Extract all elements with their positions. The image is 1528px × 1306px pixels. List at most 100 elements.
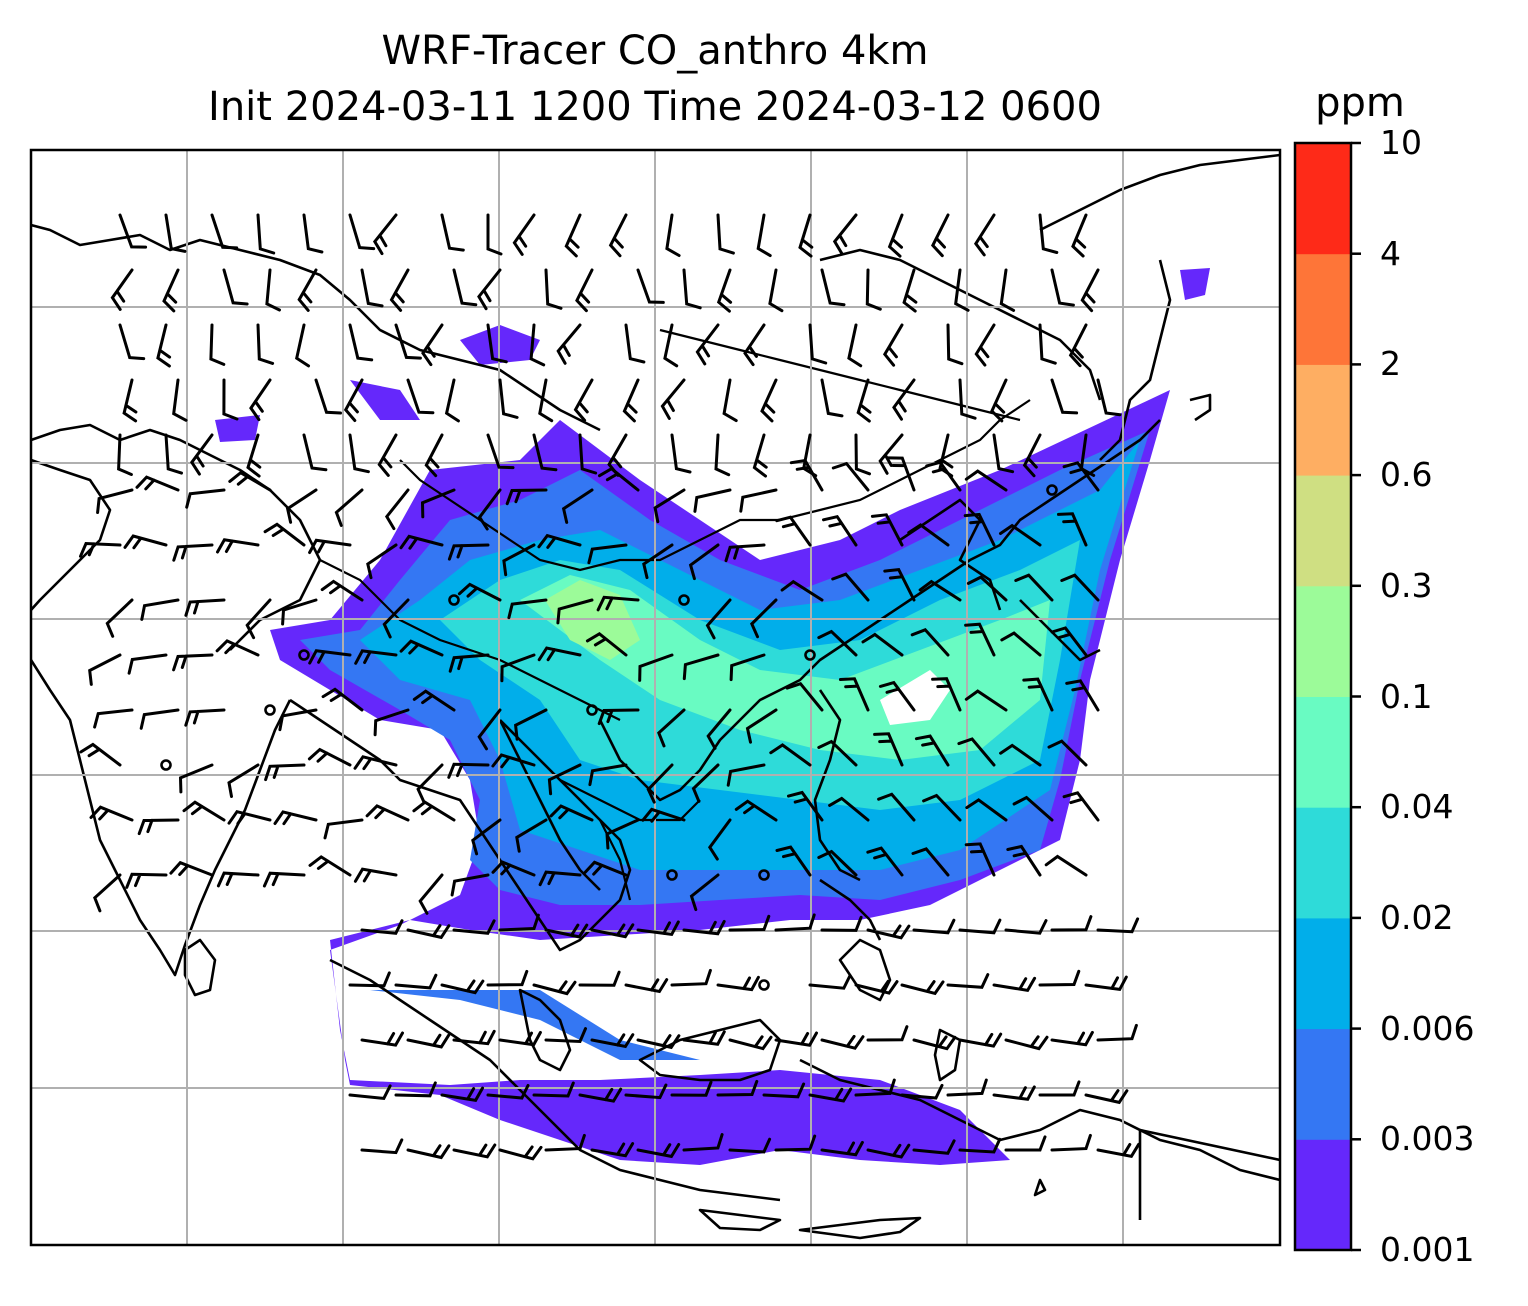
wind-barb bbox=[912, 1035, 957, 1051]
wind-barb bbox=[1096, 917, 1140, 934]
colorbar-segment bbox=[1295, 1139, 1351, 1251]
colorbar-segment bbox=[1295, 253, 1351, 365]
wind-barb bbox=[963, 512, 996, 547]
wind-barb bbox=[1038, 213, 1059, 254]
wind-barb bbox=[89, 805, 134, 822]
colorbar-segment bbox=[1295, 807, 1351, 919]
wind-barb bbox=[775, 515, 812, 547]
wind-barb bbox=[334, 488, 364, 527]
wind-barb bbox=[377, 433, 398, 477]
wind-barb bbox=[394, 1081, 437, 1098]
wind-barb bbox=[544, 1133, 586, 1152]
wind-barb bbox=[1038, 969, 1081, 987]
wind-barb bbox=[729, 653, 766, 682]
coastlines-layer bbox=[31, 153, 1280, 1240]
map-title-line2: Init 2024-03-11 1200 Time 2024-03-12 060… bbox=[208, 84, 1102, 130]
gridlines-layer bbox=[31, 150, 1280, 1245]
wind-barb bbox=[820, 915, 863, 932]
wind-barb bbox=[343, 378, 364, 422]
wind-barb bbox=[544, 268, 563, 310]
wind-barb bbox=[865, 268, 882, 311]
wind-barb bbox=[353, 867, 398, 883]
wind-barb bbox=[96, 488, 134, 514]
wind-barb bbox=[922, 793, 962, 822]
wind-barb bbox=[265, 268, 281, 312]
wind-barb bbox=[263, 522, 306, 547]
wind-barb bbox=[785, 681, 824, 712]
wind-barb bbox=[866, 1025, 909, 1042]
wind-barb bbox=[762, 1082, 806, 1099]
wind-barb bbox=[665, 213, 681, 257]
wind-barb bbox=[406, 1033, 451, 1049]
wind-barb bbox=[209, 323, 226, 366]
wind-barb bbox=[646, 763, 674, 804]
wind-barb bbox=[172, 378, 188, 422]
wind-barb bbox=[714, 433, 731, 477]
wind-barb bbox=[382, 598, 410, 639]
wind-barb bbox=[822, 515, 858, 547]
wind-barb bbox=[245, 598, 272, 640]
wind-barb bbox=[1050, 268, 1075, 307]
wind-barb bbox=[622, 378, 640, 423]
wind-barb bbox=[596, 595, 640, 612]
wind-barb bbox=[1022, 677, 1054, 712]
wind-barb bbox=[1050, 1133, 1092, 1152]
wind-barb bbox=[556, 598, 594, 625]
wind-barb bbox=[999, 523, 1042, 547]
wind-barb bbox=[1068, 323, 1088, 368]
wind-barb bbox=[817, 739, 858, 767]
wind-barb bbox=[491, 860, 536, 877]
wind-barb bbox=[498, 913, 540, 932]
wind-barb bbox=[420, 488, 456, 519]
wind-barb bbox=[498, 1145, 543, 1161]
wind-barb bbox=[348, 971, 391, 988]
wind-barb bbox=[1050, 378, 1079, 415]
wind-barb bbox=[228, 470, 272, 492]
wind-barb bbox=[854, 433, 871, 476]
wind-barb bbox=[999, 268, 1016, 312]
wind-barb bbox=[624, 1083, 668, 1100]
wind-barb bbox=[1047, 739, 1088, 767]
wind-barb bbox=[734, 799, 778, 822]
wind-barb bbox=[512, 213, 536, 256]
wind-barb bbox=[215, 639, 260, 657]
wind-barb bbox=[682, 1030, 726, 1046]
wind-barb bbox=[839, 677, 870, 712]
wind-barb bbox=[452, 1029, 496, 1046]
wind-barb bbox=[360, 919, 404, 935]
wind-barb bbox=[689, 873, 720, 912]
wind-barb bbox=[1012, 795, 1054, 822]
wind-barb bbox=[636, 1143, 681, 1159]
wind-barb bbox=[911, 847, 950, 877]
wind-barb bbox=[760, 378, 778, 423]
wind-barb bbox=[964, 469, 1008, 492]
calm-wind-circle bbox=[298, 649, 310, 661]
wind-barb bbox=[873, 732, 904, 767]
wind-barb bbox=[660, 378, 686, 420]
wind-barb bbox=[575, 268, 594, 313]
colorbar-tick-label: 0.3 bbox=[1380, 565, 1433, 605]
wind-barb bbox=[471, 818, 502, 856]
wind-barb bbox=[394, 973, 438, 990]
wind-barb bbox=[973, 213, 996, 257]
wind-barb bbox=[743, 323, 766, 367]
wind-barb bbox=[590, 923, 635, 939]
wind-barb bbox=[608, 213, 628, 258]
wind-barb bbox=[502, 543, 536, 577]
wind-barb bbox=[624, 323, 646, 364]
wind-barb bbox=[156, 323, 172, 368]
wind-barb bbox=[653, 488, 686, 524]
wind-barb bbox=[308, 649, 352, 665]
wind-barb bbox=[964, 622, 996, 657]
wind-barb bbox=[532, 1081, 575, 1098]
wind-barb bbox=[532, 433, 558, 472]
wind-barb bbox=[722, 378, 738, 423]
wind-barb bbox=[117, 433, 133, 476]
wind-barb bbox=[348, 433, 370, 474]
wind-barb bbox=[360, 1031, 404, 1047]
wind-barb bbox=[605, 818, 640, 850]
wind-barb bbox=[1096, 1142, 1141, 1158]
wind-barb bbox=[775, 845, 812, 877]
wind-barb bbox=[498, 378, 519, 419]
wind-barb bbox=[373, 708, 410, 737]
